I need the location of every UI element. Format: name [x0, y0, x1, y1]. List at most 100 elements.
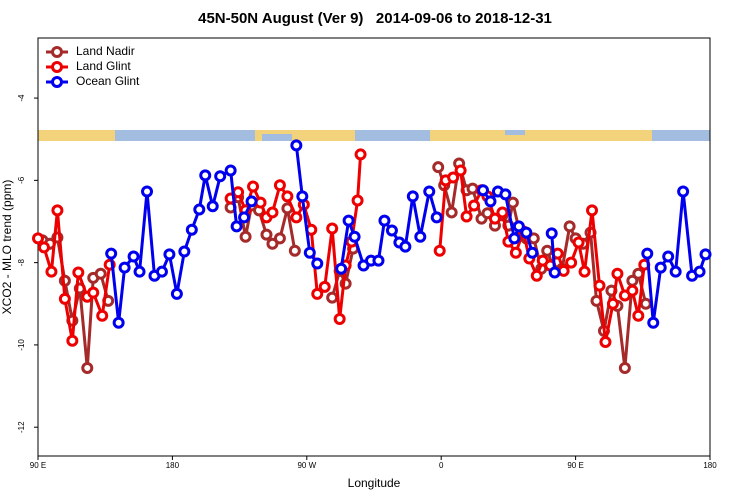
data-point [414, 230, 427, 243]
legend-label: Land Glint [76, 59, 131, 73]
data-point [273, 179, 286, 192]
data-point [641, 247, 654, 260]
plot-frame [37, 37, 711, 457]
data-point [266, 237, 279, 250]
data-point [432, 161, 445, 174]
data-point [214, 170, 227, 183]
x-tick-label: 90 W [297, 461, 316, 470]
data-point [512, 220, 525, 233]
data-point [626, 284, 639, 297]
data-point [520, 226, 533, 239]
data-point [399, 240, 412, 253]
data-point [372, 254, 385, 267]
legend-label: Land Nadir [76, 44, 135, 58]
ocean-band [505, 130, 525, 135]
data-point [87, 286, 100, 299]
data-point [677, 185, 690, 198]
data-point [296, 190, 309, 203]
x-tick-label: 180 [166, 461, 180, 470]
data-point [66, 334, 79, 347]
data-point [354, 148, 367, 161]
data-point [506, 196, 519, 209]
data-point [311, 287, 324, 300]
data-point [260, 228, 273, 241]
data-point [477, 184, 490, 197]
data-point [230, 220, 243, 233]
data-point [468, 199, 481, 212]
data-point [185, 223, 198, 236]
data-point [593, 279, 606, 292]
x-axis-label: Longitude [348, 476, 401, 490]
data-point [548, 266, 561, 279]
data-point [133, 265, 146, 278]
data-point [333, 312, 346, 325]
chart-title: 45N-50N August (Ver 9) 2014-09-06 to 201… [198, 10, 552, 27]
data-point [454, 164, 467, 177]
data-point [447, 171, 460, 184]
data-point [618, 361, 631, 374]
data-point [311, 257, 324, 270]
data-point [193, 203, 206, 216]
data-point [385, 224, 398, 237]
data-point [484, 195, 497, 208]
legend-marker [51, 46, 63, 58]
data-point [348, 230, 361, 243]
data-point [118, 261, 131, 274]
data-point [669, 265, 682, 278]
data-point [342, 214, 355, 227]
data-point [466, 182, 479, 195]
data-point [496, 206, 509, 219]
legend-marker [51, 76, 63, 88]
data-point [178, 245, 191, 258]
data-point [58, 292, 71, 305]
data-point [72, 266, 85, 279]
data-point [170, 287, 183, 300]
map-strip [38, 130, 710, 141]
x-tick-label: 90 E [30, 461, 46, 470]
data-point [112, 316, 125, 329]
y-tick-label: -6 [17, 176, 26, 184]
data-point [141, 185, 154, 198]
data-point [199, 169, 212, 182]
data-point [127, 250, 140, 263]
data-point [572, 236, 585, 249]
data-point [508, 232, 521, 245]
data-point [423, 185, 436, 198]
data-point [430, 211, 443, 224]
y-tick-label: -10 [17, 339, 26, 351]
data-point [247, 180, 260, 193]
data-point [155, 265, 168, 278]
data-point [266, 206, 279, 219]
data-point [224, 164, 237, 177]
data-point [32, 232, 44, 245]
data-point [94, 267, 107, 280]
legend-marker [51, 61, 63, 73]
ocean-band [652, 130, 710, 141]
data-point [326, 222, 339, 235]
data-point [445, 206, 458, 219]
data-point [273, 232, 286, 245]
data-point [81, 361, 94, 374]
data-point [351, 194, 364, 207]
data-point [378, 214, 391, 227]
data-point [578, 265, 591, 278]
data-point [632, 309, 645, 322]
y-tick-label: -12 [17, 421, 26, 433]
data-point [105, 247, 118, 260]
data-point [326, 291, 339, 304]
x-tick-label: 180 [703, 461, 717, 470]
x-tick-label: 90 E [567, 461, 583, 470]
data-point [611, 267, 624, 280]
ocean-band [262, 134, 292, 141]
data-point [699, 248, 712, 261]
data-point [290, 211, 303, 224]
data-point [599, 336, 612, 349]
data-point [163, 248, 176, 261]
data-point [499, 188, 512, 201]
data-point [654, 261, 667, 274]
data-point [557, 264, 570, 277]
data-point [51, 204, 64, 217]
data-point [303, 246, 316, 259]
data-point [288, 244, 301, 257]
